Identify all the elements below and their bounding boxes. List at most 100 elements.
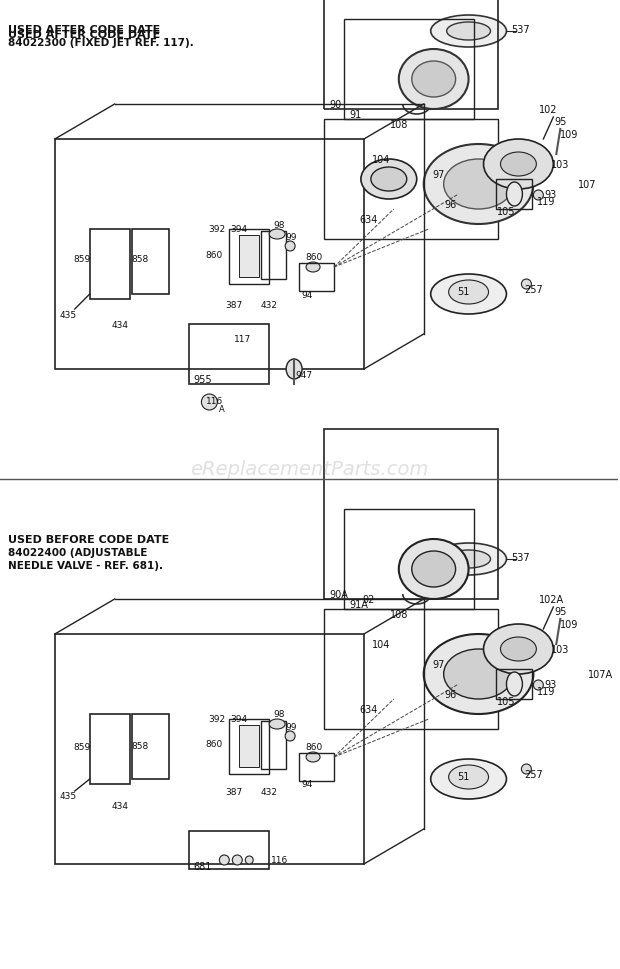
Bar xyxy=(239,235,259,278)
Text: 432: 432 xyxy=(260,300,278,309)
Text: 104: 104 xyxy=(371,155,390,165)
Text: 93: 93 xyxy=(544,679,557,689)
Text: eReplacementParts.com: eReplacementParts.com xyxy=(190,460,428,479)
Ellipse shape xyxy=(449,281,489,304)
Bar xyxy=(55,140,364,369)
Text: 99: 99 xyxy=(285,234,297,242)
Bar xyxy=(324,0,498,109)
Text: 109: 109 xyxy=(560,619,578,629)
Text: 119: 119 xyxy=(537,686,556,697)
Text: 103: 103 xyxy=(551,644,570,654)
Text: 84022400 (ADJUSTABLE: 84022400 (ADJUSTABLE xyxy=(8,547,148,557)
Text: 387: 387 xyxy=(226,300,243,309)
Text: 392: 392 xyxy=(209,715,226,724)
Ellipse shape xyxy=(446,550,490,569)
Ellipse shape xyxy=(399,540,469,600)
Text: 95: 95 xyxy=(554,117,567,127)
Bar xyxy=(90,230,130,299)
Ellipse shape xyxy=(423,144,533,225)
Ellipse shape xyxy=(533,191,543,201)
Ellipse shape xyxy=(412,551,456,587)
Text: 96: 96 xyxy=(445,689,457,700)
Text: 105: 105 xyxy=(497,697,515,706)
Ellipse shape xyxy=(444,649,513,700)
Text: 91A: 91A xyxy=(349,600,368,610)
Text: 116: 116 xyxy=(206,397,223,406)
Bar xyxy=(324,429,498,600)
Text: 860: 860 xyxy=(306,253,322,263)
Text: 860: 860 xyxy=(206,739,223,749)
Text: 107: 107 xyxy=(578,180,596,190)
Text: USED AFTER CODE DATE: USED AFTER CODE DATE xyxy=(8,25,160,35)
Ellipse shape xyxy=(484,624,553,674)
Text: 434: 434 xyxy=(111,801,128,811)
Text: 859: 859 xyxy=(73,255,91,265)
Ellipse shape xyxy=(431,275,507,315)
Text: 394: 394 xyxy=(231,715,248,724)
Bar xyxy=(190,831,269,869)
Bar xyxy=(497,670,533,700)
Ellipse shape xyxy=(361,160,417,200)
Ellipse shape xyxy=(219,855,229,865)
Text: 116: 116 xyxy=(270,856,288,864)
Bar xyxy=(261,232,286,280)
Bar xyxy=(131,714,169,779)
Bar xyxy=(497,180,533,209)
Text: 108: 108 xyxy=(389,120,408,130)
Ellipse shape xyxy=(484,140,553,190)
Text: 103: 103 xyxy=(551,160,570,170)
Text: 97: 97 xyxy=(433,170,445,180)
Ellipse shape xyxy=(371,168,407,192)
Ellipse shape xyxy=(285,241,295,252)
Ellipse shape xyxy=(507,183,523,206)
Text: 96: 96 xyxy=(445,200,457,209)
Bar xyxy=(90,714,130,784)
Text: 93: 93 xyxy=(544,190,557,200)
Bar xyxy=(344,510,474,610)
Text: 102A: 102A xyxy=(539,594,564,605)
Text: 858: 858 xyxy=(131,255,148,265)
Text: 634: 634 xyxy=(360,215,378,225)
Text: 102: 102 xyxy=(539,105,557,115)
Text: USED AFTER CODE DATE: USED AFTER CODE DATE xyxy=(8,30,160,40)
Bar xyxy=(239,725,259,767)
Text: 955: 955 xyxy=(193,375,212,385)
Text: 435: 435 xyxy=(60,310,76,319)
Ellipse shape xyxy=(285,732,295,741)
Text: A: A xyxy=(218,405,224,414)
Ellipse shape xyxy=(500,153,536,176)
Text: 537: 537 xyxy=(511,25,529,35)
Bar xyxy=(324,120,498,239)
Text: 91: 91 xyxy=(349,109,361,120)
Ellipse shape xyxy=(423,635,533,714)
Ellipse shape xyxy=(431,760,507,799)
Text: 117: 117 xyxy=(234,335,251,344)
Text: 97: 97 xyxy=(433,659,445,670)
Text: 634: 634 xyxy=(360,704,378,714)
Ellipse shape xyxy=(521,765,531,774)
Ellipse shape xyxy=(431,16,507,47)
Ellipse shape xyxy=(412,62,456,98)
Ellipse shape xyxy=(431,544,507,576)
Ellipse shape xyxy=(269,719,285,730)
Text: 109: 109 xyxy=(560,130,578,140)
Text: 858: 858 xyxy=(131,741,148,751)
Ellipse shape xyxy=(507,672,523,697)
Text: 51: 51 xyxy=(458,771,470,781)
Bar xyxy=(299,264,334,292)
Text: 434: 434 xyxy=(111,320,128,329)
Text: 432: 432 xyxy=(260,788,278,797)
Ellipse shape xyxy=(500,638,536,661)
Ellipse shape xyxy=(444,160,513,209)
Text: 104: 104 xyxy=(371,640,390,649)
Ellipse shape xyxy=(246,857,253,864)
Text: NEEDLE VALVE - REF. 681).: NEEDLE VALVE - REF. 681). xyxy=(8,560,163,571)
Ellipse shape xyxy=(521,280,531,290)
Ellipse shape xyxy=(286,359,302,380)
Text: 95: 95 xyxy=(554,607,567,616)
Bar xyxy=(324,610,498,730)
Text: 119: 119 xyxy=(537,197,556,206)
Text: 94: 94 xyxy=(301,290,312,299)
Text: 92: 92 xyxy=(363,594,375,605)
Text: 84022300 (FIXED JET REF. 117).: 84022300 (FIXED JET REF. 117). xyxy=(8,38,193,47)
